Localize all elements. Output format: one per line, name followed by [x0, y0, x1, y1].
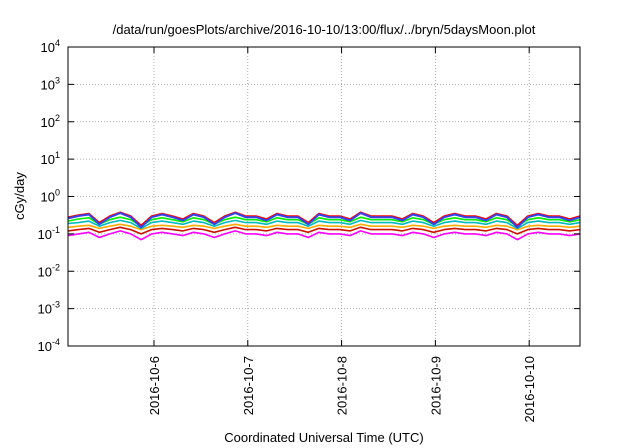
y-tick-label: 100	[41, 188, 60, 205]
y-tick-label: 10-4	[38, 337, 60, 354]
y-axis-label: cGy/day	[12, 172, 27, 220]
y-tick-label: 102	[41, 113, 60, 130]
y-ticks: 10-4 10-3 10-2 10-1 100 101 102 103 104	[38, 38, 580, 354]
x-axis-label: Coordinated Universal Time (UTC)	[224, 430, 423, 445]
y-tick-label: 104	[41, 38, 60, 55]
series-line-2	[67, 223, 581, 231]
y-tick-label: 10-1	[38, 225, 60, 242]
series-line-1	[67, 226, 581, 235]
x-ticks: 2016-10-6 2016-10-7 2016-10-8 2016-10-9 2016…	[147, 47, 537, 423]
y-tick-label: 103	[41, 75, 60, 92]
x-tick-label: 2016-10-8	[335, 356, 350, 415]
grid	[68, 47, 580, 346]
series-line-4	[67, 216, 581, 227]
x-tick-label: 2016-10-6	[147, 356, 162, 415]
y-tick-label: 10-3	[38, 300, 60, 317]
x-tick-label: 2016-10-7	[241, 356, 256, 415]
chart-title: /data/run/goesPlots/archive/2016-10-10/1…	[113, 22, 536, 37]
series-group	[67, 211, 581, 241]
y-tick-label: 101	[41, 150, 60, 167]
x-tick-label: 2016-10-9	[428, 356, 443, 415]
series-line-6	[67, 212, 581, 229]
x-tick-label: 2016-10-10	[522, 356, 537, 423]
series-line-0	[67, 230, 581, 241]
y-tick-label: 10-2	[38, 262, 60, 279]
series-line-3	[67, 219, 581, 230]
